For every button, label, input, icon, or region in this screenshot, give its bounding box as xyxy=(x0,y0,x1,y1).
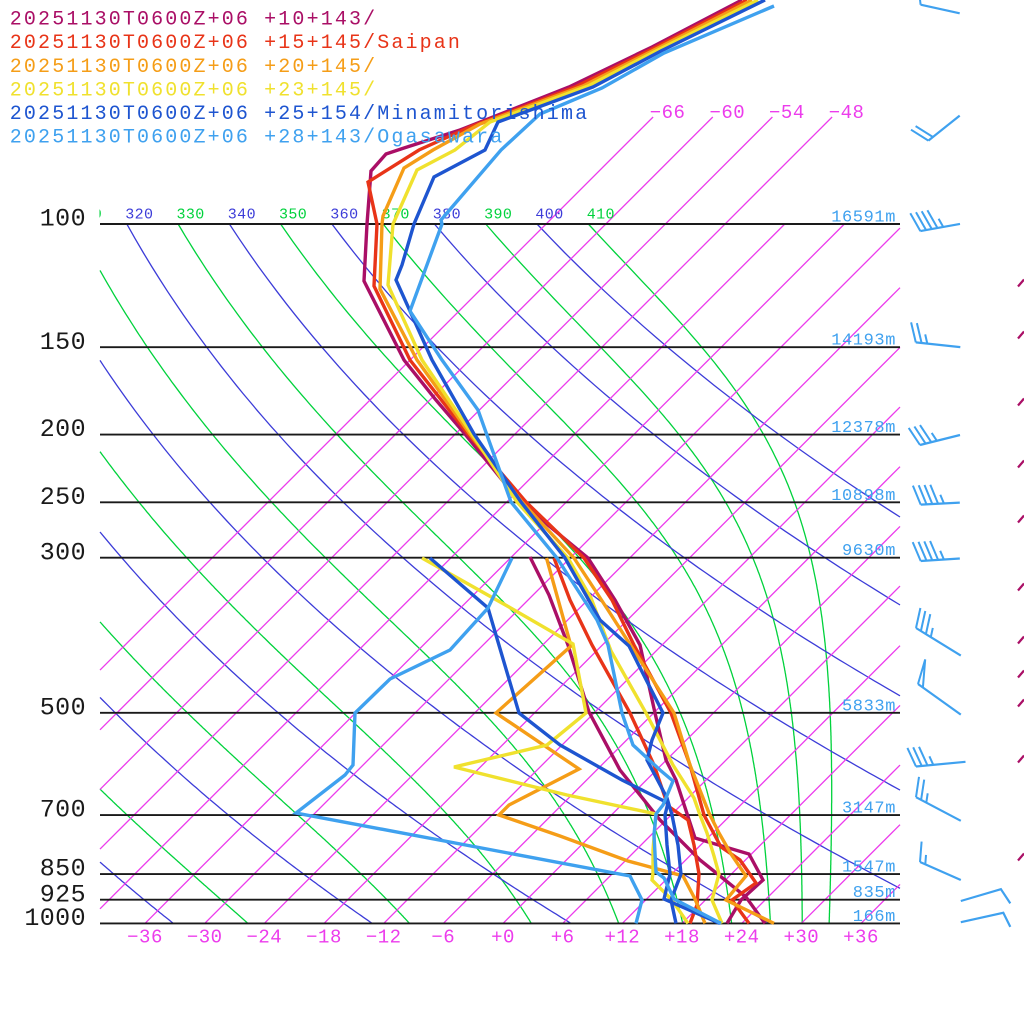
svg-text:1000: 1000 xyxy=(24,904,86,933)
svg-text:20251130T0600Z+06 +15+145/Saip: 20251130T0600Z+06 +15+145/Saipan xyxy=(10,32,462,55)
svg-text:16591m: 16591m xyxy=(831,209,896,228)
svg-text:−60: −60 xyxy=(709,102,745,124)
svg-text:20251130T0600Z+06 +28+143/Ogas: 20251130T0600Z+06 +28+143/Ogasawara xyxy=(10,127,505,150)
svg-text:410: 410 xyxy=(587,207,615,224)
svg-text:14193m: 14193m xyxy=(831,332,896,351)
svg-text:+24: +24 xyxy=(724,927,760,949)
svg-text:350: 350 xyxy=(279,207,307,224)
svg-text:+6: +6 xyxy=(551,927,575,949)
svg-text:20251130T0600Z+06 +23+145/: 20251130T0600Z+06 +23+145/ xyxy=(10,79,377,102)
svg-text:12378m: 12378m xyxy=(831,419,896,438)
svg-text:+0: +0 xyxy=(491,927,515,949)
svg-text:850: 850 xyxy=(40,855,86,884)
svg-text:−66: −66 xyxy=(650,102,686,124)
svg-text:925: 925 xyxy=(40,880,86,909)
svg-text:250: 250 xyxy=(40,483,86,512)
svg-text:400: 400 xyxy=(535,207,563,224)
svg-text:20251130T0600Z+06 +20+145/: 20251130T0600Z+06 +20+145/ xyxy=(10,56,377,79)
svg-text:330: 330 xyxy=(176,207,204,224)
svg-text:9630m: 9630m xyxy=(842,542,896,561)
svg-text:310: 310 xyxy=(74,207,102,224)
svg-text:340: 340 xyxy=(228,207,256,224)
svg-text:−12: −12 xyxy=(366,927,402,949)
svg-text:500: 500 xyxy=(40,694,86,723)
svg-text:−18: −18 xyxy=(306,927,342,949)
svg-text:200: 200 xyxy=(40,415,86,444)
svg-text:−36: −36 xyxy=(127,927,163,949)
svg-text:−54: −54 xyxy=(769,102,805,124)
svg-text:+18: +18 xyxy=(664,927,700,949)
svg-text:+12: +12 xyxy=(604,927,640,949)
svg-text:3147m: 3147m xyxy=(842,800,896,819)
svg-text:360: 360 xyxy=(330,207,358,224)
svg-text:390: 390 xyxy=(484,207,512,224)
svg-text:20251130T0600Z+06 +10+143/: 20251130T0600Z+06 +10+143/ xyxy=(10,9,377,32)
svg-text:835m: 835m xyxy=(853,884,896,903)
svg-text:20251130T0600Z+06 +25+154/Mina: 20251130T0600Z+06 +25+154/Minamitorishim… xyxy=(10,103,589,126)
svg-text:10898m: 10898m xyxy=(831,487,896,506)
svg-text:−30: −30 xyxy=(187,927,223,949)
svg-text:−6: −6 xyxy=(431,927,455,949)
svg-text:150: 150 xyxy=(40,328,86,357)
svg-text:320: 320 xyxy=(125,207,153,224)
svg-text:+36: +36 xyxy=(843,927,879,949)
svg-text:700: 700 xyxy=(40,796,86,825)
svg-text:−24: −24 xyxy=(246,927,282,949)
svg-text:5833m: 5833m xyxy=(842,697,896,716)
svg-text:166m: 166m xyxy=(853,908,896,927)
svg-text:300: 300 xyxy=(40,538,86,567)
svg-text:100: 100 xyxy=(40,205,86,234)
svg-text:−48: −48 xyxy=(829,102,865,124)
svg-text:+30: +30 xyxy=(783,927,819,949)
svg-text:1547m: 1547m xyxy=(842,859,896,878)
